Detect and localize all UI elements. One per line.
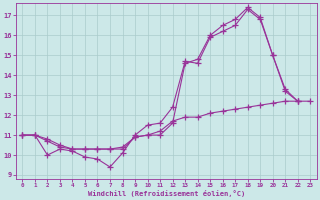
X-axis label: Windchill (Refroidissement éolien,°C): Windchill (Refroidissement éolien,°C) [88,190,245,197]
